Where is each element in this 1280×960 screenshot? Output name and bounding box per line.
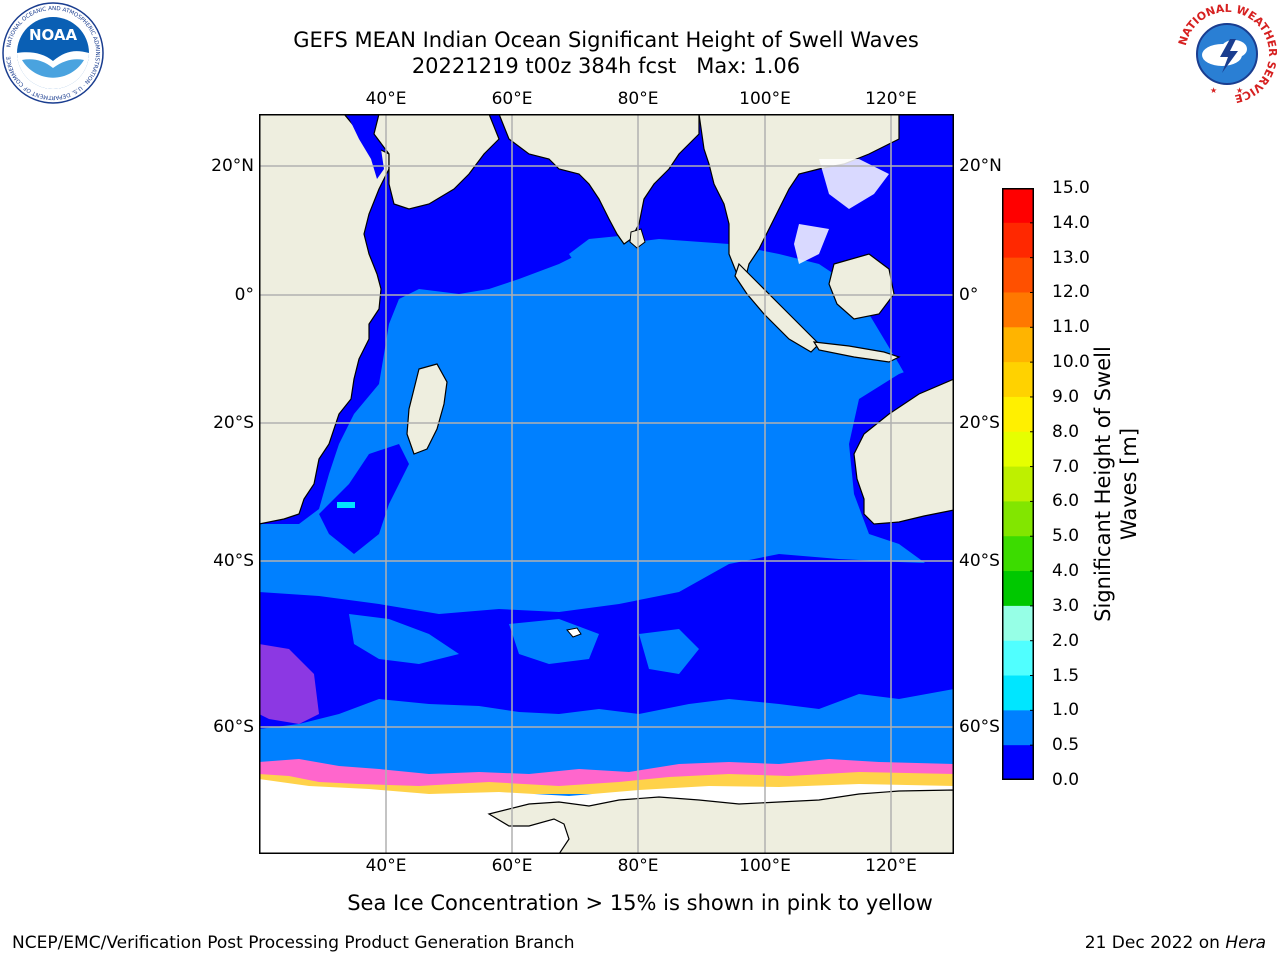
colorbar-tick-label: 1.5 (1052, 665, 1080, 686)
colorbar-tick-label: 3.0 (1052, 595, 1080, 616)
colorbar-swatch (1002, 536, 1034, 572)
ocean-swell-mid (259, 704, 954, 764)
colorbar-tick-label: 6.0 (1052, 491, 1080, 512)
machine-name: Hera (1225, 933, 1266, 953)
colorbar-tick-label: 9.0 (1052, 386, 1080, 407)
colorbar-tick-label: 7.0 (1052, 456, 1080, 477)
map-graticule (259, 114, 954, 854)
colorbar-tick-label: 15.0 (1052, 178, 1090, 198)
svg-text:★: ★ (1236, 86, 1243, 95)
noaa-logo-text: NOAA (29, 26, 78, 44)
kerguelen (566, 627, 582, 638)
ocean-swell-mid (639, 629, 699, 674)
colorbar-swatch (1002, 745, 1034, 780)
colorbar-tick-label: 10.0 (1052, 352, 1090, 373)
lon-label-top: 40°E (365, 89, 407, 109)
southeast-asia (698, 114, 900, 286)
colorbar-swatch (1002, 292, 1034, 328)
nws-logo: NATIONAL WEATHER SERVICE ★ ★ (1176, 3, 1278, 105)
colorbar-swatch (1002, 327, 1034, 363)
colorbar-frame (1002, 188, 1034, 780)
svg-text:★: ★ (1210, 86, 1217, 95)
lat-label-right: 60°S (959, 717, 1000, 737)
sea-ice-scattered (259, 644, 319, 724)
lon-label-top: 120°E (865, 89, 917, 109)
lat-label-left: 20°S (213, 413, 254, 433)
java (812, 341, 901, 363)
credit-line: NCEP/EMC/Verification Post Processing Pr… (12, 933, 575, 953)
lon-label-bottom: 120°E (865, 856, 917, 876)
colorbar-tick-label: 5.0 (1052, 526, 1080, 547)
date-text: 21 Dec 2022 on (1084, 933, 1226, 953)
colorbar-swatch (1002, 466, 1034, 502)
colorbar-tick-label: 11.0 (1052, 317, 1090, 338)
noaa-logo: NATIONAL OCEANIC AND ATMOSPHERIC ADMINIS… (2, 2, 104, 104)
antarctica (487, 789, 954, 854)
colorbar-swatch (1002, 362, 1034, 398)
lon-label-top: 100°E (739, 89, 791, 109)
colorbar-tick-label: 4.0 (1052, 561, 1080, 582)
colorbar-tick-label: 12.0 (1052, 282, 1090, 303)
ocean-swell-mid (349, 614, 459, 664)
colorbar-label: Significant Height of Swell Waves [m] (1091, 346, 1141, 622)
colorbar-swatch (1002, 257, 1034, 293)
sea-ice-note: Sea Ice Concentration > 15% is shown in … (347, 891, 933, 915)
swell-height-map (259, 114, 954, 854)
colorbar-swatch (1002, 605, 1034, 642)
colorbar-swatch (1002, 675, 1034, 711)
ocean-swell-mid (569, 236, 634, 272)
lon-label-bottom: 40°E (365, 856, 407, 876)
map-title: GEFS MEAN Indian Ocean Significant Heigh… (293, 28, 919, 52)
colorbar (1002, 188, 1034, 780)
no-data-region (819, 159, 889, 209)
lon-label-top: 80°E (617, 89, 659, 109)
lon-label-bottom: 60°E (491, 856, 533, 876)
colorbar-swatch (1002, 501, 1034, 537)
low-swell-south (259, 554, 954, 729)
colorbar-swatch (1002, 396, 1034, 433)
colorbar-tick-label: 13.0 (1052, 247, 1090, 268)
lat-label-right: 20°S (959, 413, 1000, 433)
map-subtitle-run: 20221219 t00z 384h fcst Max: 1.06 (411, 54, 801, 78)
lat-label-left: 40°S (213, 551, 254, 571)
lat-label-right: 40°S (959, 551, 1000, 571)
australia (853, 378, 954, 525)
lon-label-top: 60°E (491, 89, 533, 109)
generation-date: 21 Dec 2022 on Hera (1085, 932, 1266, 954)
lon-label-bottom: 100°E (739, 856, 791, 876)
colorbar-swatch (1002, 188, 1034, 224)
red-sea (347, 114, 384, 179)
low-swell-north (259, 114, 954, 524)
lat-label-left: 0° (234, 285, 254, 305)
colorbar-swatch (1002, 710, 1034, 746)
no-data-region (794, 224, 829, 264)
colorbar-tick-label: 14.0 (1052, 212, 1090, 233)
lat-label-right: 20°N (959, 156, 1002, 176)
swell-patch-cyan (337, 502, 355, 508)
sumatra (734, 262, 820, 353)
lat-label-right: 0° (959, 285, 979, 305)
colorbar-tick-label: 1.0 (1052, 700, 1080, 721)
madagascar (406, 363, 448, 455)
colorbar-tick-label: 2.0 (1052, 630, 1080, 651)
colorbar-swatch (1002, 640, 1034, 677)
colorbar-tick-label: 0.0 (1052, 770, 1080, 790)
arabian-peninsula (373, 114, 500, 210)
borneo (828, 253, 895, 320)
colorbar-swatch (1002, 222, 1034, 259)
india (498, 114, 700, 245)
colorbar-swatch (1002, 431, 1034, 468)
lon-label-bottom: 80°E (617, 856, 659, 876)
map-frame (259, 114, 954, 854)
colorbar-tick-label: 0.5 (1052, 735, 1080, 756)
lat-label-left: 60°S (213, 717, 254, 737)
colorbar-swatch (1002, 571, 1034, 607)
lat-label-left: 20°N (211, 156, 254, 176)
colorbar-tick-label: 8.0 (1052, 421, 1080, 442)
